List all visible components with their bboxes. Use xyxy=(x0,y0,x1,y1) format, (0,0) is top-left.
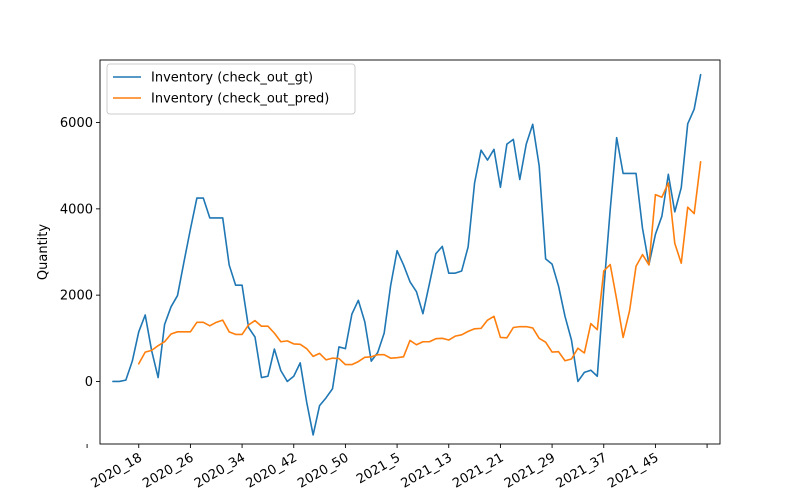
y-tick-label: 4000 xyxy=(60,202,93,217)
y-tick-label: 6000 xyxy=(60,116,93,131)
axes-frame xyxy=(99,59,721,445)
y-tick-label: 2000 xyxy=(60,289,93,304)
legend-label: Inventory (check_out_pred) xyxy=(151,92,329,107)
y-tick-label: 0 xyxy=(85,375,93,390)
legend-frame xyxy=(106,63,356,115)
y-axis-label: Quantity xyxy=(36,224,51,280)
legend-label: Inventory (check_out_gt) xyxy=(151,71,313,86)
legend: Inventory (check_out_gt) Inventory (check… xyxy=(106,63,356,115)
axes-background xyxy=(100,60,720,444)
series-line-1 xyxy=(137,161,702,366)
series-line-0 xyxy=(112,73,702,436)
series-layer xyxy=(112,73,702,436)
plot-area xyxy=(99,59,721,445)
y-axis: 0 2000 4000 6000 xyxy=(60,116,100,390)
